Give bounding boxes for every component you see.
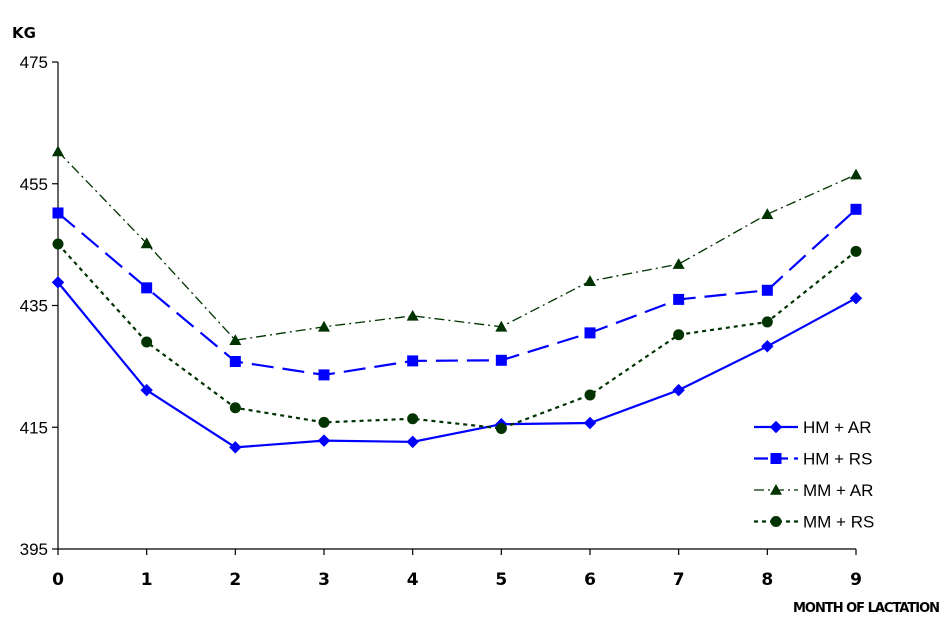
x-tick-label: 1	[141, 570, 153, 590]
x-tick-label: 8	[761, 570, 773, 590]
data-point-mm-rs	[673, 329, 685, 341]
legend-marker-hm-rs	[770, 453, 782, 464]
x-tick-label: 5	[495, 570, 507, 590]
series-hm-ar	[51, 276, 863, 454]
series-line-mm-ar	[57, 151, 857, 341]
data-point-mm-ar	[52, 145, 64, 157]
data-point-hm-rs	[229, 356, 241, 368]
x-axis-label: MONTH OF LACTATION	[793, 601, 939, 616]
data-point-hm-rs	[141, 282, 153, 294]
y-axis-label: KG	[12, 24, 36, 42]
data-point-mm-ar	[140, 237, 153, 249]
x-tick-label: 4	[407, 570, 419, 590]
data-point-mm-ar	[406, 309, 419, 321]
data-point-mm-ar	[584, 275, 596, 286]
data-point-mm-rs	[495, 422, 507, 434]
data-point-hm-ar	[672, 383, 685, 397]
legend-entry-hm-ar: HM + AR	[754, 418, 872, 437]
series-mm-rs	[52, 238, 862, 434]
data-point-mm-rs	[229, 402, 241, 414]
legend-label-mm-rs: MM + RS	[803, 513, 874, 532]
y-tick-label: 415	[20, 418, 48, 437]
data-point-hm-ar	[849, 291, 863, 305]
series-line-mm-rs	[57, 243, 857, 430]
data-point-mm-rs	[318, 416, 330, 428]
series-mm-ar	[52, 145, 862, 345]
legend-label-hm-ar: HM + AR	[803, 418, 872, 437]
data-point-mm-rs	[761, 316, 773, 328]
y-tick-label: 455	[20, 175, 48, 194]
data-point-hm-ar	[317, 434, 331, 447]
data-point-mm-ar	[672, 258, 685, 269]
data-point-hm-rs	[761, 284, 773, 296]
data-point-hm-rs	[673, 293, 685, 305]
x-tick-label: 7	[673, 570, 685, 590]
data-point-hm-rs	[52, 207, 64, 219]
data-point-hm-rs	[850, 203, 862, 215]
data-point-mm-rs	[850, 245, 862, 257]
x-tick-label: 0	[52, 570, 64, 590]
data-point-mm-ar	[495, 320, 508, 332]
data-point-hm-ar	[583, 416, 597, 430]
data-point-mm-rs	[407, 413, 419, 425]
data-point-hm-rs	[584, 327, 596, 339]
data-point-hm-rs	[407, 355, 419, 367]
data-point-hm-ar	[761, 340, 774, 353]
legend-marker-hm-ar	[769, 420, 783, 434]
x-tick-label: 2	[229, 570, 241, 590]
legend-marker-mm-ar	[770, 484, 782, 495]
axes: 395 415 435 455 475 0 1 2 3 4 5 6 7 8 9	[20, 53, 862, 590]
x-tick-label: 3	[318, 570, 330, 590]
data-point-mm-ar	[229, 334, 242, 345]
data-point-mm-rs	[141, 336, 153, 348]
series-line-hm-rs	[57, 208, 857, 377]
series-hm-rs	[52, 203, 862, 381]
legend-entry-mm-rs: MM + RS	[754, 513, 874, 532]
legend-label-hm-rs: HM + RS	[803, 450, 872, 469]
y-tick-label: 395	[20, 540, 48, 559]
legend-marker-mm-rs	[770, 516, 782, 527]
data-point-mm-ar	[850, 168, 862, 180]
series-layer	[51, 145, 863, 454]
series-line-hm-ar	[57, 281, 857, 449]
data-point-mm-ar	[318, 320, 330, 332]
data-point-hm-ar	[51, 276, 65, 289]
data-point-hm-rs	[318, 369, 330, 381]
x-tick-label: 9	[850, 570, 862, 590]
legend: HM + AR HM + RS MM + AR MM + RS	[754, 418, 874, 532]
legend-entry-mm-ar: MM + AR	[754, 481, 873, 500]
legend-entry-hm-rs: HM + RS	[754, 450, 872, 469]
data-point-hm-ar	[229, 441, 242, 454]
y-tick-label: 475	[20, 53, 48, 72]
data-point-mm-ar	[761, 208, 774, 219]
data-point-hm-ar	[406, 435, 419, 449]
x-tick-label: 6	[584, 570, 596, 590]
data-point-mm-rs	[584, 389, 596, 401]
data-point-mm-rs	[52, 238, 64, 250]
y-tick-label: 435	[20, 297, 48, 316]
data-point-hm-ar	[140, 383, 153, 397]
legend-label-mm-ar: MM + AR	[803, 481, 873, 500]
data-point-hm-rs	[495, 354, 507, 366]
